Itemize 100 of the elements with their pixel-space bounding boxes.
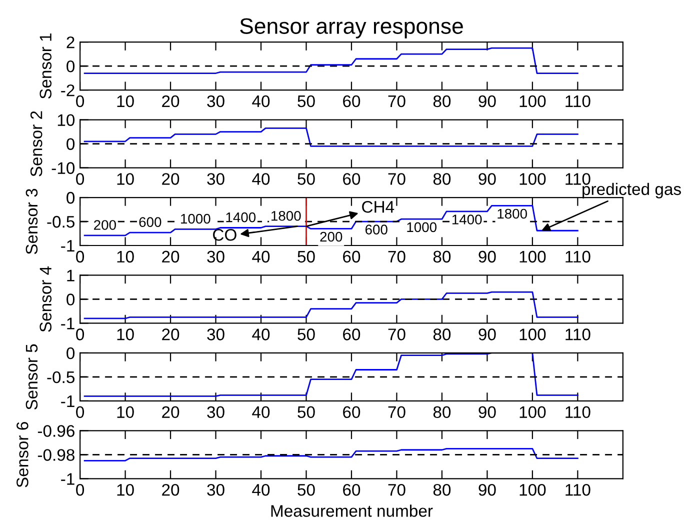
x-tick-label: 20 [162, 250, 180, 263]
x-tick-label: 80 [433, 95, 451, 108]
y-tick-label: 0 [66, 294, 75, 306]
x-tick-label: 70 [388, 328, 406, 340]
x-tick-label: 30 [207, 328, 224, 340]
x-tick-label: 50 [298, 250, 315, 263]
x-tick-label: 70 [388, 173, 406, 185]
x-tick-label: 20 [162, 173, 180, 185]
x-tick-label: 110 [566, 406, 590, 418]
x-tick-label: 30 [207, 173, 224, 185]
x-tick-label: 60 [343, 95, 360, 108]
annotation: 1800 [498, 208, 527, 219]
x-tick-label: 70 [388, 484, 406, 496]
y-tick-label: 0 [66, 347, 75, 360]
x-tick-label: 40 [252, 95, 270, 108]
x-tick-label: 90 [478, 484, 496, 496]
x-tick-label: 80 [433, 406, 451, 418]
y-tick-label: -1 [61, 240, 74, 252]
x-tick-label: 50 [298, 173, 315, 185]
x-tick-label: 90 [478, 250, 496, 263]
x-tick-label: 40 [252, 484, 270, 496]
y-tick-label: -0.5 [47, 371, 74, 384]
x-tick-label: 10 [117, 250, 134, 263]
y-tick-label: -1 [61, 473, 74, 485]
x-tick-label: 90 [478, 173, 496, 185]
x-tick-label: 30 [207, 406, 224, 418]
y-tick-label: 0 [66, 138, 75, 150]
line-series [84, 352, 578, 397]
x-tick-label: 100 [520, 406, 546, 418]
x-tick-label: 40 [252, 406, 270, 418]
y-tick-label: -2 [61, 84, 74, 96]
y-tick-label: -10 [52, 162, 75, 174]
x-tick-label: 70 [388, 250, 406, 263]
line-series [84, 448, 578, 462]
y-tick-label: -0.96 [38, 425, 74, 437]
annotation: CH4 [362, 200, 394, 213]
y-axis-title: Sensor 5 [26, 344, 38, 410]
y-axis-title: Sensor 1 [40, 34, 52, 99]
x-tick-label: 20 [162, 95, 180, 108]
chart-title: Sensor array response [240, 18, 463, 38]
x-tick-label: 100 [520, 484, 546, 496]
x-tick-label: 0 [76, 484, 84, 496]
annotation: CO [213, 228, 236, 241]
x-tick-label: 70 [388, 406, 406, 418]
x-tick-label: 0 [76, 406, 84, 418]
x-tick-label: 40 [252, 173, 270, 185]
x-tick-label: 60 [343, 484, 360, 496]
line-series [84, 47, 578, 74]
annotation: 1000 [407, 222, 437, 232]
x-tick-label: 80 [433, 328, 451, 340]
y-tick-label: 0 [66, 192, 75, 204]
x-tick-label: 20 [162, 406, 180, 418]
x-tick-label: 80 [433, 250, 451, 263]
annotation: predicted gas [582, 182, 681, 198]
x-tick-label: 10 [117, 173, 134, 185]
x-tick-label: 70 [388, 95, 406, 108]
x-tick-label: 90 [478, 328, 496, 340]
x-tick-label: 60 [343, 406, 360, 418]
x-tick-label: 10 [117, 95, 134, 108]
y-tick-label: 1 [67, 270, 74, 282]
y-axis-title: Sensor 4 [40, 266, 52, 332]
x-tick-label: 0 [76, 250, 84, 263]
x-tick-label: 0 [76, 173, 84, 185]
x-tick-label: 30 [207, 95, 224, 108]
x-axis-title: Measurement number [271, 504, 433, 517]
x-tick-label: 40 [252, 328, 270, 340]
annotation: 600 [139, 217, 162, 228]
x-tick-label: 20 [162, 328, 180, 340]
x-tick-label: 50 [298, 406, 315, 418]
y-tick-label: -1 [61, 318, 74, 330]
x-tick-label: 100 [520, 173, 546, 185]
x-tick-label: 50 [298, 95, 315, 108]
y-tick-label: -0.5 [47, 216, 74, 228]
x-tick-label: 110 [566, 328, 590, 340]
x-tick-label: 10 [117, 406, 134, 418]
annotation: 1400 [452, 214, 482, 224]
x-tick-label: 60 [343, 173, 360, 185]
x-tick-label: 60 [343, 328, 360, 340]
x-tick-label: 90 [478, 406, 496, 418]
annotation: 200 [94, 220, 116, 230]
x-tick-label: 60 [343, 250, 360, 263]
x-tick-label: 100 [520, 95, 546, 108]
y-tick-label: 2 [66, 36, 74, 48]
x-tick-label: 80 [433, 173, 451, 185]
x-tick-label: 30 [207, 484, 224, 496]
y-axis-title: Sensor 3 [26, 188, 38, 254]
x-tick-label: 110 [566, 95, 590, 108]
y-axis-title: Sensor 6 [16, 422, 28, 488]
x-tick-label: 110 [566, 250, 590, 263]
x-tick-label: 50 [298, 328, 315, 340]
x-tick-label: 100 [520, 250, 546, 263]
line-series [84, 128, 578, 147]
annotation: 1000 [181, 214, 210, 224]
x-tick-label: 90 [478, 95, 496, 108]
x-tick-label: 20 [162, 484, 180, 496]
y-axis-title: Sensor 2 [30, 111, 42, 176]
x-tick-label: 10 [117, 328, 134, 340]
x-tick-label: 80 [433, 484, 451, 496]
x-tick-label: 0 [76, 95, 84, 108]
annotation: 200 [320, 232, 342, 242]
